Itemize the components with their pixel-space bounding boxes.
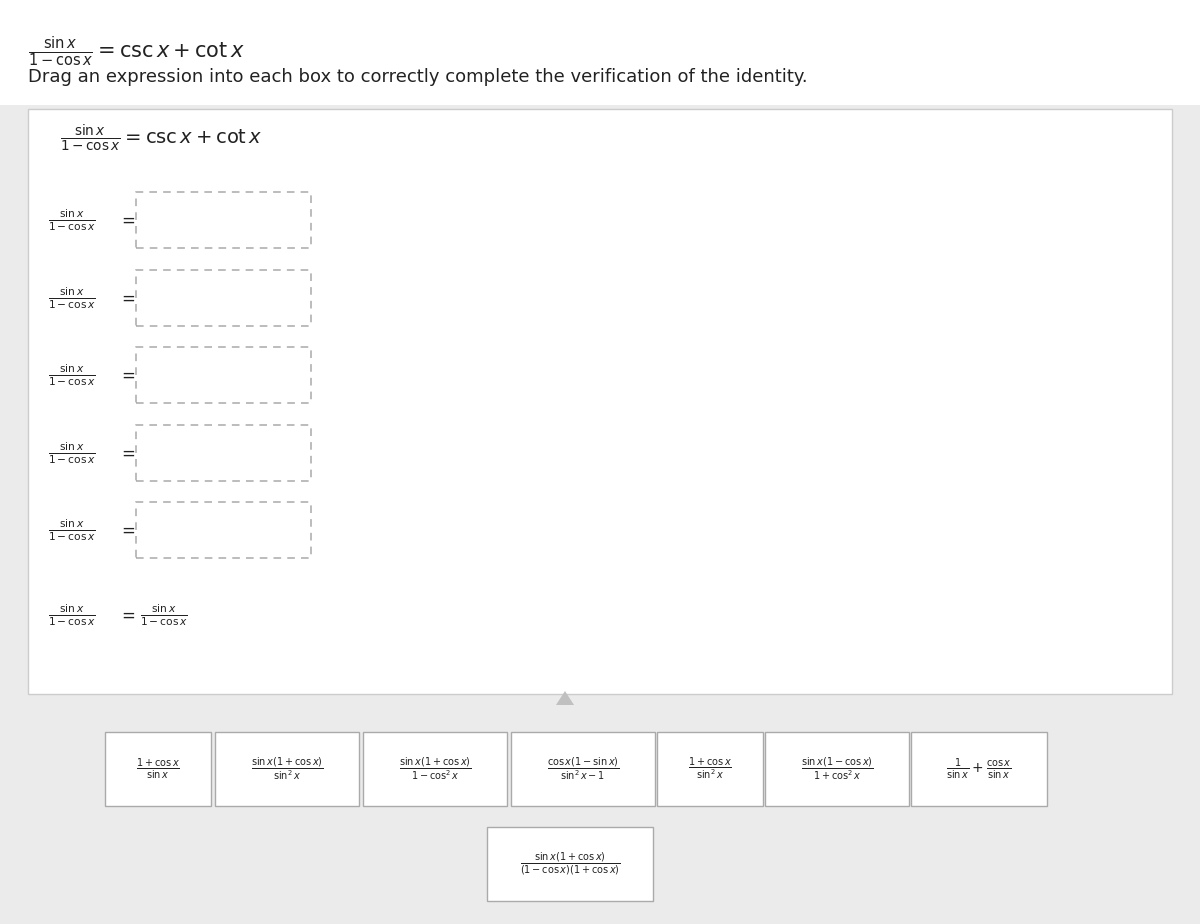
Text: $\frac{\sin x}{1-\cos x}$: $\frac{\sin x}{1-\cos x}$ bbox=[48, 286, 96, 310]
Text: $=$: $=$ bbox=[118, 211, 136, 229]
Text: $\frac{\sin x(1-\cos x)}{1+\cos^2 x}$: $\frac{\sin x(1-\cos x)}{1+\cos^2 x}$ bbox=[800, 756, 874, 783]
Bar bbox=[136, 270, 311, 326]
FancyBboxPatch shape bbox=[28, 109, 1172, 694]
Text: $\frac{1}{\sin x}+\frac{\cos x}{\sin x}$: $\frac{1}{\sin x}+\frac{\cos x}{\sin x}$ bbox=[946, 757, 1012, 782]
Bar bbox=[136, 347, 311, 403]
FancyBboxPatch shape bbox=[658, 732, 763, 806]
Text: $=$: $=$ bbox=[118, 521, 136, 539]
Polygon shape bbox=[556, 691, 574, 705]
Bar bbox=[136, 425, 311, 481]
FancyBboxPatch shape bbox=[511, 732, 655, 806]
FancyBboxPatch shape bbox=[911, 732, 1046, 806]
FancyBboxPatch shape bbox=[364, 732, 508, 806]
FancyBboxPatch shape bbox=[106, 732, 211, 806]
Text: $\frac{\sin x}{1-\cos x}$: $\frac{\sin x}{1-\cos x}$ bbox=[48, 602, 96, 627]
Text: $\frac{\sin x}{1-\cos x}$: $\frac{\sin x}{1-\cos x}$ bbox=[48, 207, 96, 233]
Text: $\frac{\sin x}{1-\cos x}$: $\frac{\sin x}{1-\cos x}$ bbox=[48, 362, 96, 388]
Text: $\frac{\sin x(1+\cos x)}{(1-\cos x)(1+\cos x)}$: $\frac{\sin x(1+\cos x)}{(1-\cos x)(1+\c… bbox=[520, 850, 620, 878]
Text: $=$: $=$ bbox=[118, 366, 136, 384]
Text: $\frac{\sin x}{1-\cos x} = \csc x + \cot x$: $\frac{\sin x}{1-\cos x} = \csc x + \cot… bbox=[60, 122, 263, 153]
Text: $=$: $=$ bbox=[118, 289, 136, 307]
Text: $\frac{1+\cos x}{\sin x}$: $\frac{1+\cos x}{\sin x}$ bbox=[136, 757, 180, 782]
FancyBboxPatch shape bbox=[487, 827, 653, 901]
Text: $\frac{\cos x(1-\sin x)}{\sin^2 x-1}$: $\frac{\cos x(1-\sin x)}{\sin^2 x-1}$ bbox=[547, 756, 619, 783]
Text: Drag an expression into each box to correctly complete the verification of the i: Drag an expression into each box to corr… bbox=[28, 68, 808, 86]
Text: $\frac{\sin x}{1-\cos x} = \csc x + \cot x$: $\frac{\sin x}{1-\cos x} = \csc x + \cot… bbox=[28, 34, 245, 68]
Bar bbox=[136, 192, 311, 248]
Text: $\frac{\sin x(1+\cos x)}{\sin^2 x}$: $\frac{\sin x(1+\cos x)}{\sin^2 x}$ bbox=[251, 756, 323, 783]
Text: $\frac{\sin x(1+\cos x)}{1-\cos^2 x}$: $\frac{\sin x(1+\cos x)}{1-\cos^2 x}$ bbox=[398, 756, 472, 783]
FancyBboxPatch shape bbox=[766, 732, 910, 806]
Text: $\frac{1+\cos x}{\sin^2 x}$: $\frac{1+\cos x}{\sin^2 x}$ bbox=[688, 756, 732, 782]
FancyBboxPatch shape bbox=[0, 0, 1200, 105]
Text: $\frac{\sin x}{1-\cos x}$: $\frac{\sin x}{1-\cos x}$ bbox=[48, 440, 96, 466]
Bar bbox=[136, 502, 311, 558]
Text: $=$: $=$ bbox=[118, 606, 136, 624]
FancyBboxPatch shape bbox=[215, 732, 359, 806]
Text: $=$: $=$ bbox=[118, 444, 136, 462]
Text: $\frac{\sin x}{1-\cos x}$: $\frac{\sin x}{1-\cos x}$ bbox=[48, 517, 96, 542]
Text: $\frac{\sin x}{1-\cos x}$: $\frac{\sin x}{1-\cos x}$ bbox=[140, 602, 188, 627]
